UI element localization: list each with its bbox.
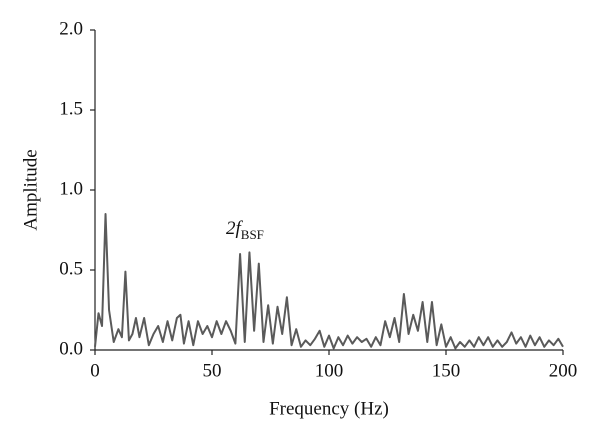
x-tick-label: 50: [203, 360, 222, 381]
x-tick-label: 100: [315, 360, 344, 381]
x-tick-label: 200: [549, 360, 578, 381]
y-tick-label: 0.5: [59, 258, 83, 279]
y-tick-label: 0.0: [59, 338, 83, 359]
y-tick-label: 2.0: [59, 18, 83, 39]
annotation-text: 2f: [226, 218, 244, 239]
x-tick-label: 0: [90, 360, 100, 381]
y-axis-label: Amplitude: [20, 149, 41, 230]
y-tick-label: 1.0: [59, 178, 83, 199]
x-axis-label: Frequency (Hz): [269, 398, 389, 419]
annotation: 2fBSF: [226, 218, 264, 242]
annotation-subscript: BSF: [241, 227, 264, 242]
spectrum-line: [94, 213, 564, 350]
x-tick-label: 150: [432, 360, 461, 381]
y-tick-label: 1.5: [59, 98, 83, 119]
